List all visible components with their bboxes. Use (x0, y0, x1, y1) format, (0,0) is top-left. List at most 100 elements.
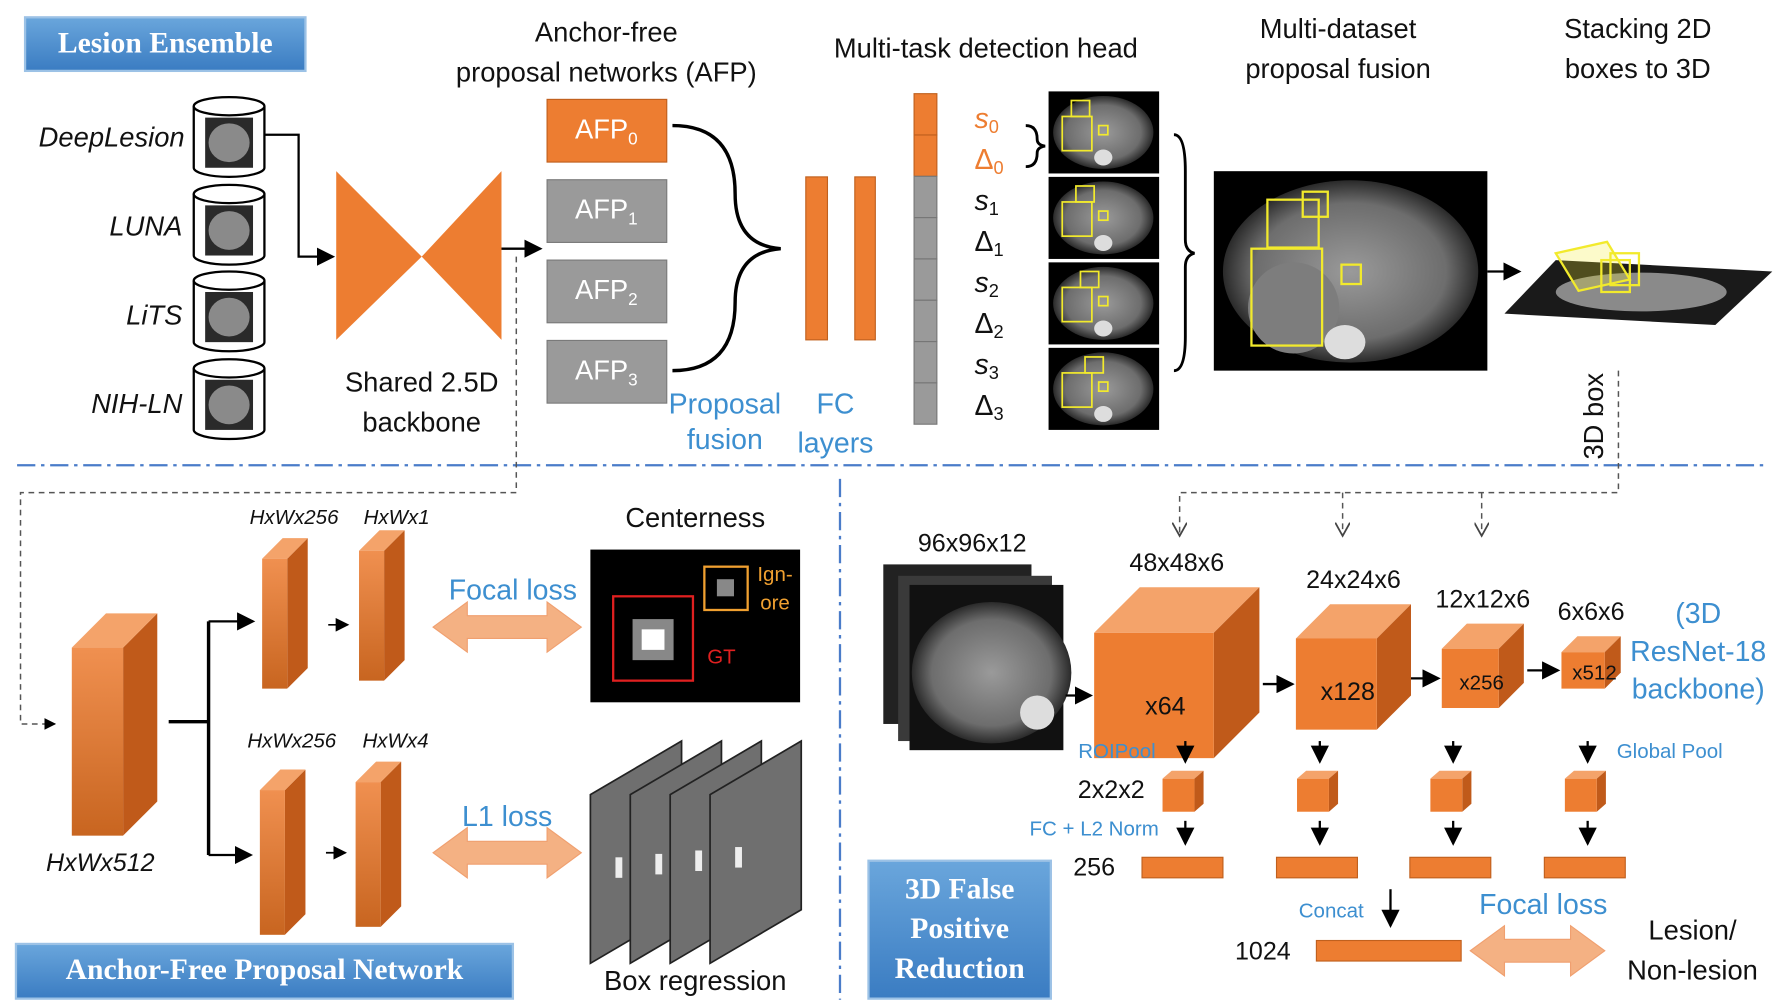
pool-cube-side (1328, 770, 1339, 812)
vector-size: 256 (1073, 853, 1115, 881)
slab-side (284, 769, 306, 935)
ct-thumbnail (1048, 91, 1160, 430)
head-symbol: s (974, 349, 988, 381)
afp-box (546, 339, 668, 404)
gt-label: GT (707, 645, 736, 668)
brace (1025, 124, 1046, 169)
head-output: Δ2 (974, 308, 1003, 342)
brace (672, 123, 781, 373)
head-cell (913, 175, 938, 219)
stacking-title: boxes to 3D (1565, 53, 1711, 84)
stacking-title: Stacking 2D (1564, 13, 1711, 44)
loss-label: Focal loss (449, 574, 577, 606)
fc-vector (1275, 856, 1359, 879)
dataset-label: LUNA (109, 210, 182, 241)
centerness-title: Centerness (625, 502, 765, 533)
regression-box (655, 853, 663, 875)
backbone-label: backbone (362, 406, 481, 437)
slab-front (71, 647, 124, 836)
concat-bar (1315, 939, 1462, 962)
pool-cube-side (1596, 770, 1606, 812)
ct-box (1097, 381, 1109, 393)
afp-title: proposal networks (AFP) (456, 57, 757, 88)
head-cell (913, 382, 938, 425)
head-output: s1 (974, 184, 998, 218)
ct-spine (1094, 320, 1113, 337)
badge-text: 3D False (905, 873, 1014, 905)
stage-channels: x64 (1145, 693, 1185, 721)
slab-side (380, 761, 402, 927)
afp-label: AFP0 (575, 114, 638, 148)
pool-branch (1141, 741, 1626, 879)
head-sub: 1 (989, 198, 999, 219)
cylinder-top (192, 183, 266, 205)
input-volume (883, 564, 1072, 751)
pooled-size: 2x2x2 (1078, 776, 1145, 804)
afpn-badge: Anchor-Free Proposal Network (14, 942, 515, 1000)
dataset-label: NIH-LN (91, 388, 182, 419)
input-label: HxWx512 (46, 849, 155, 877)
head-output: Δ1 (974, 226, 1003, 260)
badge-text: Anchor-Free Proposal Network (66, 954, 464, 986)
regression-box (735, 847, 742, 868)
dashed-connector (19, 256, 1620, 730)
feature-label: HxWx256 (250, 506, 339, 529)
proposal-fusion-label: fusion (687, 424, 763, 456)
slab-top (262, 538, 308, 559)
cube-side (1498, 623, 1524, 709)
slab-top (71, 613, 158, 648)
head-sub: 2 (994, 321, 1004, 342)
feature-label: HxWx256 (247, 730, 336, 753)
cube-front (1094, 632, 1214, 759)
afp-label: AFP3 (575, 355, 638, 389)
head-cell (913, 299, 938, 343)
ct-box (1075, 185, 1096, 203)
head-cell (913, 258, 938, 301)
head-title: Multi-task detection head (834, 33, 1138, 64)
afp-label: AFP1 (575, 194, 638, 228)
brace (1173, 133, 1195, 373)
afp-box (546, 98, 668, 163)
slab-side (287, 538, 308, 689)
box-regression-title: Box regression (604, 965, 786, 996)
pool-cube-top (1430, 770, 1472, 779)
fc-norm-label: FC + L2 Norm (1030, 817, 1159, 840)
fc-label: FC (816, 389, 854, 421)
afp-title: Anchor-free (535, 17, 678, 48)
backbone-note: backbone) (1632, 673, 1765, 705)
dataset-cylinder (192, 95, 266, 441)
dataset-labels: DeepLesion LUNA LiTS NIH-LN (39, 121, 185, 419)
global-pool-label: Global Pool (1617, 740, 1723, 763)
afp-name: AFP (575, 274, 628, 305)
cylinder-top (192, 270, 266, 291)
feature-label: HxWx4 (362, 730, 428, 753)
fc-layer (805, 176, 829, 341)
head-sub: 0 (994, 157, 1004, 178)
stage-channels: x256 (1459, 672, 1503, 695)
slab-front (262, 558, 288, 689)
head-symbol: Δ (974, 390, 993, 422)
slab-front (259, 790, 285, 935)
pool-cube-top (1162, 770, 1204, 779)
concat-size: 1024 (1235, 938, 1291, 966)
backbone-note: ResNet-18 (1630, 636, 1766, 668)
cube-front (1561, 652, 1605, 689)
fc-vector (1409, 856, 1492, 879)
pool-cube-side (1462, 770, 1472, 812)
head-symbol: s (974, 184, 988, 216)
proposal-fusion-label: Proposal (669, 389, 781, 421)
double-arrow (432, 826, 583, 879)
backbone-shape (336, 171, 502, 340)
top-badge: Lesion Ensemble (23, 16, 307, 73)
pool-cube-front (1430, 778, 1463, 812)
head-cell (913, 217, 938, 260)
cylinder-top (192, 358, 266, 379)
feature-label: HxWx1 (364, 506, 430, 529)
afp-name: AFP (575, 355, 628, 386)
head-output: s0 (974, 102, 998, 136)
regression-plane (589, 739, 803, 965)
head-sub: 3 (994, 403, 1004, 424)
head-sub: 1 (994, 239, 1004, 260)
cube-top (1295, 604, 1412, 639)
